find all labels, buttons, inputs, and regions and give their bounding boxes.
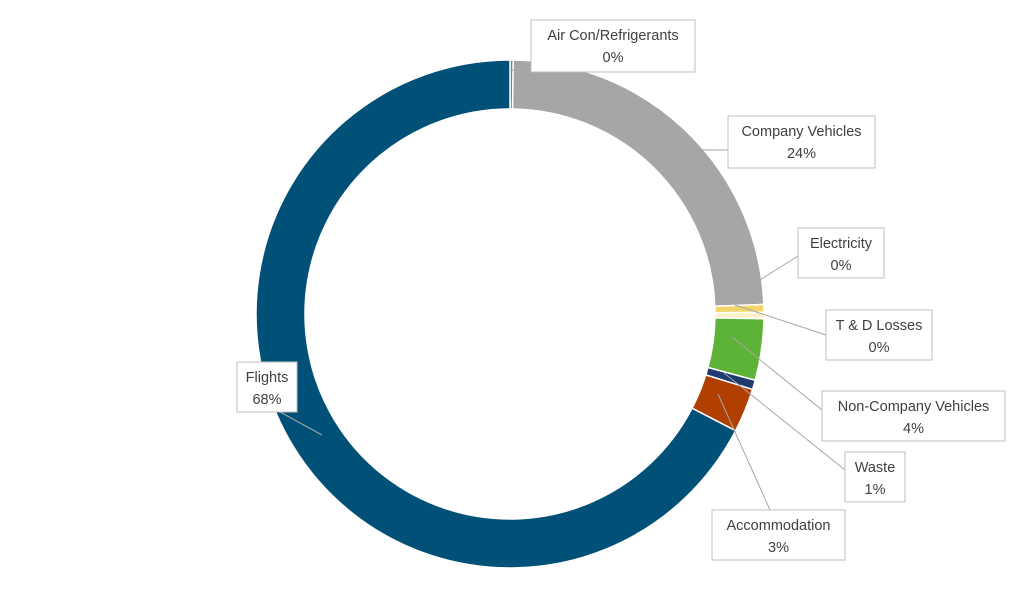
slice-electricity: [714, 303, 765, 314]
data-label-t-d-losses: T & D Losses 0%: [825, 309, 933, 361]
label-box-non-company-vehicles: [821, 390, 1006, 442]
data-label-flights: Flights 68%: [236, 361, 298, 413]
data-label-air-con-refrigerants: Air Con/Refrigerants 0%: [530, 19, 696, 73]
donut-slices: [255, 59, 765, 569]
label-percent-air-con-refrigerants: 0%: [603, 50, 624, 66]
data-label-electricity: Electricity 0%: [797, 227, 885, 279]
data-label-company-vehicles: Company Vehicles 24%: [727, 115, 876, 169]
label-percent-accommodation: 3%: [768, 540, 789, 556]
label-percent-company-vehicles: 24%: [787, 146, 816, 162]
leader-line-electricity: [732, 255, 799, 298]
data-label-non-company-vehicles: Non-Company Vehicles 4%: [821, 390, 1006, 442]
label-category-company-vehicles: Company Vehicles: [741, 124, 861, 140]
label-category-flights: Flights: [246, 370, 289, 386]
leader-line-non-company-vehicles: [731, 336, 823, 411]
slice-company-vehicles: [511, 59, 765, 308]
label-category-electricity: Electricity: [810, 236, 873, 252]
label-percent-electricity: 0%: [831, 258, 852, 274]
label-box-company-vehicles: [727, 115, 876, 169]
label-percent-flights: 68%: [252, 392, 281, 408]
label-box-electricity: [797, 227, 885, 279]
leader-line-accommodation: [717, 393, 771, 511]
data-label-waste: Waste 1%: [844, 451, 906, 503]
label-percent-waste: 1%: [865, 482, 886, 498]
label-percent-t-d-losses: 0%: [869, 340, 890, 356]
label-box-flights: [236, 361, 298, 413]
label-box-air-con-refrigerants: [530, 19, 696, 73]
leader-line-t-d-losses: [734, 304, 827, 336]
label-box-waste: [844, 451, 906, 503]
slice-flights: [255, 59, 737, 569]
leader-line-waste: [723, 372, 846, 471]
label-box-t-d-losses: [825, 309, 933, 361]
label-category-air-con-refrigerants: Air Con/Refrigerants: [547, 28, 678, 44]
leader-line-flights: [279, 411, 323, 436]
label-category-accommodation: Accommodation: [727, 518, 831, 534]
label-category-waste: Waste: [855, 460, 896, 476]
label-category-non-company-vehicles: Non-Company Vehicles: [838, 399, 990, 415]
label-percent-non-company-vehicles: 4%: [903, 421, 924, 437]
label-box-accommodation: [711, 509, 846, 561]
data-labels: Air Con/Refrigerants 0% Company Vehicles 24…: [236, 19, 1006, 561]
label-category-t-d-losses: T & D Losses: [836, 318, 923, 334]
data-label-accommodation: Accommodation 3%: [711, 509, 846, 561]
